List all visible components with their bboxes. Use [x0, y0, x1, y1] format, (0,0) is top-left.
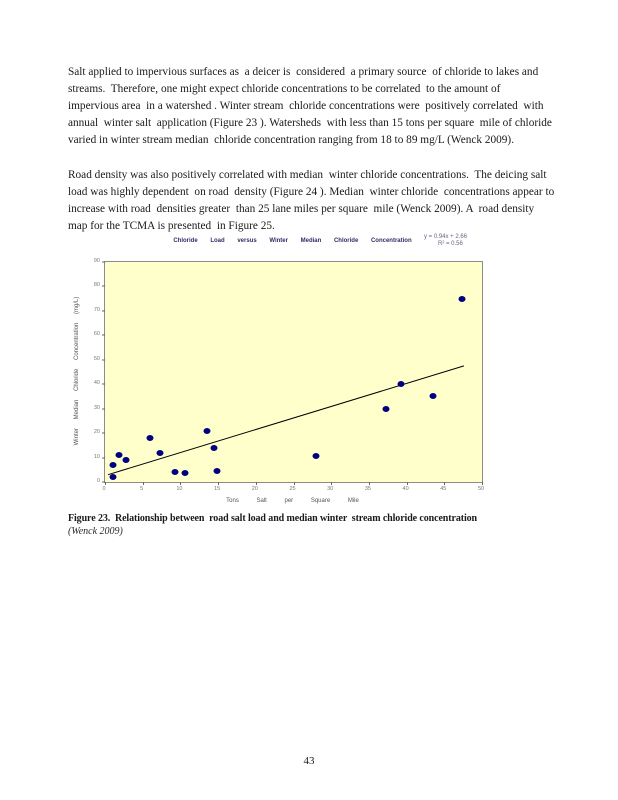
y-tick-mark — [102, 432, 105, 434]
data-point — [122, 457, 130, 463]
y-axis-tick-labels: 0 10 20 30 40 50 60 70 80 90 — [88, 258, 102, 484]
figure-caption-source: (Wenck 2009) — [68, 526, 123, 537]
x-tick-mark — [218, 482, 220, 485]
data-point — [429, 393, 437, 400]
text-line: varied in winter stream median chloride … — [68, 134, 515, 146]
y-tick-label: 70 — [93, 306, 100, 313]
x-axis-title: Tons Salt per Square Mile — [226, 498, 359, 504]
x-tick-mark — [331, 482, 333, 485]
x-tick-mark — [142, 482, 144, 485]
equation-line: y = 0.94x + 2.66 — [424, 234, 468, 240]
y-axis-title: Winter Median Chloride Concentration (mg… — [74, 296, 80, 446]
page-number: 43 — [303, 755, 315, 767]
x-tick-mark — [406, 482, 408, 485]
x-tick-label: 15 — [214, 486, 221, 492]
data-point — [109, 461, 117, 468]
x-tick-label: 40 — [402, 486, 409, 492]
y-tick-label: 10 — [93, 453, 100, 460]
text-line: load was highly dependent on road densit… — [68, 186, 555, 198]
text-line: annual winter salt application (Figure 2… — [68, 117, 552, 129]
data-point — [171, 469, 179, 476]
chart-title: Chloride Load versus Winter Median Chlor… — [173, 238, 412, 244]
y-tick-mark — [102, 334, 105, 336]
y-tick-label: 30 — [93, 404, 100, 411]
x-tick-label: 20 — [251, 486, 258, 492]
text-line: Salt applied to impervious surfaces as a… — [68, 66, 539, 78]
y-tick-mark — [102, 261, 105, 263]
text-line: map for the TCMA is presented in Figure … — [68, 220, 275, 232]
trendline-equation: y = 0.94x + 2.66 R² = 0.56 — [424, 234, 514, 248]
text-line: impervious area in a watershed . Winter … — [68, 100, 544, 112]
data-point — [312, 453, 320, 460]
x-tick-label: 30 — [327, 486, 334, 492]
data-point — [203, 427, 211, 434]
r-squared-value: R² = 0.56 — [438, 241, 463, 247]
data-point — [115, 452, 123, 459]
y-tick-label: 50 — [93, 355, 100, 362]
text-line: Road density was also positively correla… — [68, 169, 547, 181]
data-point — [458, 295, 466, 302]
x-tick-mark — [105, 482, 106, 485]
data-point — [156, 449, 164, 456]
y-tick-mark — [102, 285, 105, 287]
y-tick-label: 80 — [93, 282, 100, 289]
data-point — [382, 405, 390, 412]
x-tick-mark — [180, 482, 182, 485]
plot-area — [102, 261, 483, 485]
x-tick-label: 35 — [364, 486, 371, 492]
x-axis-tick-labels: 0 5 10 15 20 25 30 35 40 45 50 — [102, 486, 485, 494]
data-point — [181, 470, 189, 477]
y-tick-mark — [102, 457, 105, 459]
y-tick-mark — [102, 359, 105, 361]
y-tick-label: 60 — [93, 331, 100, 338]
y-tick-label: 0 — [96, 478, 100, 484]
paragraph-2: Road density was also positively correla… — [68, 167, 558, 235]
y-tick-label: 40 — [93, 380, 100, 387]
text-line: streams. Therefore, one might expect chl… — [68, 83, 501, 95]
y-tick-mark — [102, 408, 105, 410]
paragraph-1: Salt applied to impervious surfaces as a… — [68, 64, 558, 149]
x-tick-mark — [368, 482, 370, 485]
x-tick-label: 50 — [477, 486, 485, 492]
trendline — [105, 262, 482, 482]
x-tick-label: 10 — [176, 486, 183, 492]
data-point — [213, 468, 221, 474]
x-tick-mark — [482, 482, 483, 485]
x-tick-mark — [444, 482, 446, 485]
x-tick-label: 5 — [140, 486, 144, 492]
y-tick-label: 20 — [93, 429, 100, 436]
y-tick-label: 90 — [93, 258, 100, 264]
figure-23-chart: Chloride Load versus Winter Median Chlor… — [0, 228, 618, 518]
data-point — [397, 381, 405, 388]
x-tick-label: 45 — [440, 486, 447, 492]
figure-caption: Figure 23. Relationship between road sal… — [68, 513, 477, 524]
x-tick-mark — [255, 482, 257, 485]
data-point — [109, 474, 117, 481]
y-tick-mark — [102, 481, 105, 483]
y-tick-mark — [102, 310, 105, 312]
x-tick-mark — [293, 482, 295, 485]
x-tick-label: 0 — [102, 486, 106, 492]
data-point — [146, 435, 154, 441]
x-tick-label: 25 — [289, 486, 296, 492]
text-line: increase with road densities greater tha… — [68, 203, 535, 215]
y-tick-mark — [102, 383, 105, 385]
data-point — [210, 444, 218, 451]
